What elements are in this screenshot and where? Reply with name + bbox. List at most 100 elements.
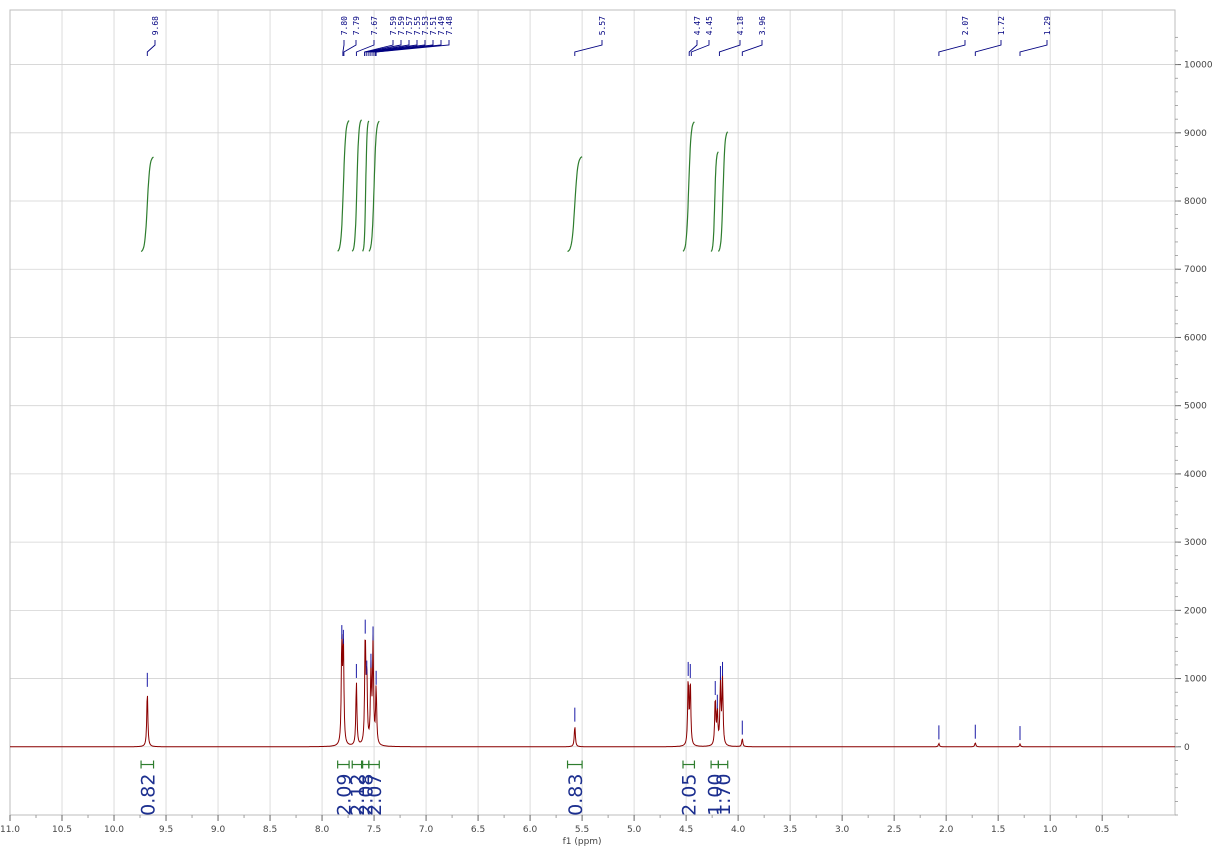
peak-label: 7.51	[429, 16, 438, 35]
x-tick-label: 4.0	[731, 825, 746, 835]
x-tick-label: 1.5	[991, 825, 1005, 835]
peak-label-leader	[1019, 40, 1048, 56]
x-axis: 11.0 10.5 10.0 9.5 9.0 8.5 8.0 7.5 7.0 6.5 6.0 5.5 5…	[0, 815, 1129, 835]
peak-label-leader	[974, 40, 1002, 56]
integral-curve	[368, 120, 380, 252]
integral-curve	[140, 156, 154, 253]
x-tick-label: 1.0	[1043, 825, 1058, 835]
peak-label: 7.80	[340, 16, 349, 35]
peak-label: 2.07	[961, 16, 970, 35]
peak-label-leader	[718, 40, 741, 56]
grid	[10, 10, 1175, 815]
peak-label: 1.72	[997, 16, 1006, 35]
peak-label: 9.68	[151, 16, 160, 35]
integral-curve	[717, 131, 729, 252]
peak-label: 4.18	[736, 16, 745, 35]
plot-frame	[9, 9, 1176, 816]
x-tick-label: 7.0	[419, 825, 434, 835]
peak-label: 7.79	[352, 16, 361, 35]
peak-label-leader	[688, 40, 698, 56]
y-tick-label: 3000	[1184, 538, 1207, 548]
integral-curve	[710, 151, 719, 252]
y-tick-label: 0	[1184, 743, 1190, 753]
peak-label-leader	[741, 40, 763, 56]
x-tick-label: 2.0	[939, 825, 954, 835]
peak-label: 3.96	[758, 16, 767, 35]
integral-curves	[140, 119, 729, 253]
x-tick-label: 6.0	[523, 825, 538, 835]
peak-label: 7.49	[437, 16, 446, 35]
peak-label-leader	[375, 40, 450, 56]
integral-value-label: 1.70	[713, 774, 735, 816]
x-tick-label: 7.5	[367, 825, 381, 835]
x-tick-label: 8.0	[315, 825, 330, 835]
integral-value-label: 2.07	[364, 774, 386, 816]
peak-label-leader	[364, 40, 402, 56]
integral-curve	[362, 120, 370, 252]
x-tick-label: 3.5	[783, 825, 797, 835]
x-axis-title: f1 (ppm)	[563, 837, 602, 847]
peak-labels: 9.68 7.80 7.79 7.67 7.59 7.59 7.57 7.55 7.53 7.51…	[146, 16, 1052, 56]
x-tick-label: 5.0	[627, 825, 642, 835]
peak-label-leader	[938, 40, 966, 56]
peak-label: 4.45	[705, 16, 714, 35]
integral-value-label: 0.82	[137, 774, 159, 816]
integral-curve	[682, 121, 695, 252]
y-tick-label: 7000	[1184, 265, 1207, 275]
x-tick-label: 11.0	[0, 825, 20, 835]
x-tick-label: 3.0	[835, 825, 850, 835]
integral-curve	[351, 119, 363, 252]
x-tick-label: 0.5	[1095, 825, 1109, 835]
x-tick-label: 5.5	[575, 825, 589, 835]
peak-markers	[146, 619, 1021, 741]
peak-label: 7.53	[421, 16, 430, 35]
peak-label: 1.29	[1043, 16, 1052, 35]
y-tick-label: 4000	[1184, 470, 1207, 480]
integral-curve	[567, 156, 583, 253]
peak-label: 7.48	[445, 16, 454, 35]
x-tick-label: 9.5	[159, 825, 173, 835]
x-tick-label: 4.5	[679, 825, 693, 835]
x-tick-label: 6.5	[471, 825, 485, 835]
x-tick-label: 8.5	[263, 825, 277, 835]
peak-label: 4.47	[693, 16, 702, 35]
x-tick-label: 2.5	[887, 825, 901, 835]
y-tick-label: 6000	[1184, 333, 1207, 343]
x-tick-label: 9.0	[211, 825, 226, 835]
integral-value-label: 2.09	[333, 774, 355, 816]
peak-label-leader	[574, 40, 603, 56]
peak-label: 7.59	[397, 16, 406, 35]
integral-value-label: 1.00	[705, 774, 727, 816]
y-tick-label: 1000	[1184, 675, 1207, 685]
peak-label: 7.59	[389, 16, 398, 35]
peak-label: 7.67	[370, 16, 379, 35]
y-tick-label: 10000	[1184, 61, 1213, 71]
peak-label-leader	[342, 40, 345, 56]
peak-label-leader	[370, 40, 426, 56]
y-tick-label: 8000	[1184, 197, 1207, 207]
integral-value-label: 0.83	[565, 774, 587, 816]
integral-value-label: 2.05	[679, 774, 701, 816]
y-axis: 1000090008000700060005000400030002000100…	[1175, 36, 1213, 816]
peak-label: 7.55	[413, 16, 422, 35]
y-tick-label: 9000	[1184, 129, 1207, 139]
peak-label-leader	[368, 40, 418, 56]
peak-label-leader	[355, 40, 375, 56]
peak-label-leader	[366, 40, 410, 56]
spectrum-trace	[10, 634, 1175, 748]
peak-label: 5.57	[598, 16, 607, 35]
peak-label-leader	[690, 40, 710, 56]
peak-label-leader	[146, 40, 156, 56]
x-tick-label: 10.0	[104, 825, 124, 835]
integral-value-label: 2.08	[356, 774, 378, 816]
peak-label-leader	[343, 40, 357, 56]
integral-value-label: 2.12	[347, 774, 369, 816]
peak-label-leader	[372, 40, 434, 56]
x-tick-label: 10.5	[52, 825, 72, 835]
integral-curve	[337, 120, 350, 252]
y-tick-label: 5000	[1184, 402, 1207, 412]
peak-label: 7.57	[405, 16, 414, 35]
integral-labels: 0.82 2.092.122.082.07 0.83 2.05 1.001.70	[137, 760, 735, 816]
